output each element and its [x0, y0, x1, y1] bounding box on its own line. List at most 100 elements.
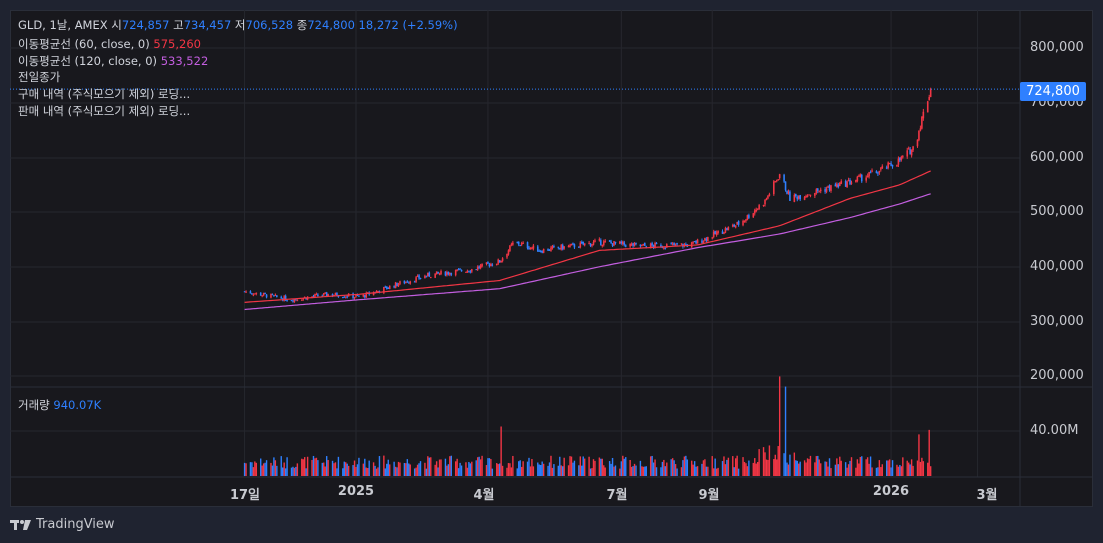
open-value: 724,857	[121, 18, 170, 32]
volume-bar	[849, 460, 851, 476]
candle-body	[654, 243, 656, 248]
prev-close-legend[interactable]: 전일종가	[18, 70, 61, 84]
volume-bar	[906, 460, 908, 476]
volume-bar	[331, 460, 334, 476]
candle-body	[797, 196, 800, 199]
price-chart[interactable]	[10, 10, 1093, 507]
tradingview-logo[interactable]: TradingView	[10, 517, 115, 532]
candle-body	[717, 230, 719, 234]
candle-body	[731, 225, 734, 227]
volume-bar	[512, 455, 514, 476]
candle-body	[778, 174, 781, 179]
volume-bar	[579, 456, 581, 476]
candle-body	[755, 209, 758, 212]
volume-bar	[501, 465, 504, 476]
volume-bar	[327, 460, 329, 476]
candle-body	[877, 172, 879, 174]
candle-body	[629, 243, 631, 247]
volume-bar	[245, 463, 247, 476]
volume-bar	[541, 461, 543, 476]
candle-body	[536, 246, 539, 252]
candle-body	[733, 224, 736, 227]
buy-history-legend[interactable]: 구매 내역 (주식모으기 제외) 로딩...	[18, 87, 191, 101]
volume-bar	[383, 455, 385, 476]
volume-bar	[264, 462, 266, 476]
candle-body	[846, 181, 848, 188]
candle-body	[352, 293, 354, 298]
candle-body	[907, 148, 910, 150]
volume-bar	[798, 463, 800, 476]
volume-bar	[418, 463, 420, 476]
candle-body	[900, 156, 903, 160]
candle-body	[622, 241, 624, 244]
candle-body	[611, 243, 614, 246]
volume-bar	[405, 463, 407, 476]
candle-body	[828, 185, 831, 191]
candle-body	[261, 295, 263, 297]
candle-body	[712, 231, 715, 237]
volume-bar	[424, 462, 426, 476]
candle-body	[723, 232, 725, 234]
volume-bar	[670, 459, 672, 476]
volume-bar	[276, 465, 278, 476]
volume-bar	[270, 462, 272, 476]
last-price-tag: 724,800	[1020, 82, 1086, 101]
candle-body	[485, 262, 488, 265]
candle-body	[516, 241, 519, 243]
volume-bar	[645, 466, 647, 476]
volume-bar	[674, 464, 677, 476]
candle-body	[573, 244, 576, 248]
candle-body	[563, 246, 565, 249]
candle-body	[481, 263, 483, 267]
volume-bar	[447, 464, 450, 476]
chart-panel[interactable]	[10, 10, 1093, 507]
volume-bar	[333, 463, 335, 476]
ma60-legend[interactable]: 이동평균선 (60, close, 0) 575,260	[18, 36, 201, 52]
volume-bar	[630, 466, 633, 476]
candle-body	[705, 238, 708, 241]
candle-body	[764, 199, 766, 205]
candle-body	[512, 242, 514, 245]
candle-body	[475, 269, 478, 271]
candle-body	[454, 270, 457, 276]
volume-bar	[457, 468, 460, 476]
volume-bar	[317, 460, 319, 476]
candle-body	[880, 168, 882, 170]
volume-bar	[337, 456, 340, 476]
volume-bar	[603, 465, 605, 476]
volume-bar	[619, 468, 621, 476]
candle-body	[816, 188, 819, 191]
price-tick: 300,000	[1030, 314, 1084, 329]
volume-bar	[582, 456, 584, 476]
candle-body	[403, 280, 406, 284]
volume-bar	[487, 458, 489, 476]
volume-bar	[578, 465, 580, 476]
symbol-line[interactable]: GLD, 1날, AMEX	[18, 18, 108, 32]
sell-history-legend[interactable]: 판매 내역 (주식모으기 제외) 로딩...	[18, 104, 191, 118]
volume-legend[interactable]: 거래량 940.07K	[18, 397, 101, 413]
candle-body	[425, 276, 428, 278]
candle-body	[396, 282, 398, 286]
candle-body	[583, 243, 586, 246]
volume-bar	[929, 466, 932, 476]
ma60-line	[244, 170, 931, 303]
ma120-legend[interactable]: 이동평균선 (120, close, 0) 533,522	[18, 53, 208, 69]
volume-bar	[284, 468, 287, 476]
candle-body	[444, 271, 447, 276]
volume-bar	[705, 466, 708, 476]
volume-bar	[824, 461, 826, 476]
candle-body	[355, 295, 357, 297]
volume-bar	[273, 457, 275, 476]
volume-bar	[510, 467, 513, 476]
candle-body	[495, 263, 498, 266]
volume-bar	[352, 465, 354, 476]
candle-body	[660, 244, 662, 248]
candle-body	[665, 244, 668, 248]
volume-bar	[570, 456, 573, 476]
volume-bar	[661, 461, 664, 476]
volume-bar	[560, 465, 562, 476]
candle-body	[342, 297, 344, 299]
volume-bar	[478, 456, 480, 476]
volume-bar	[553, 464, 555, 476]
price-tick: 400,000	[1030, 259, 1084, 274]
